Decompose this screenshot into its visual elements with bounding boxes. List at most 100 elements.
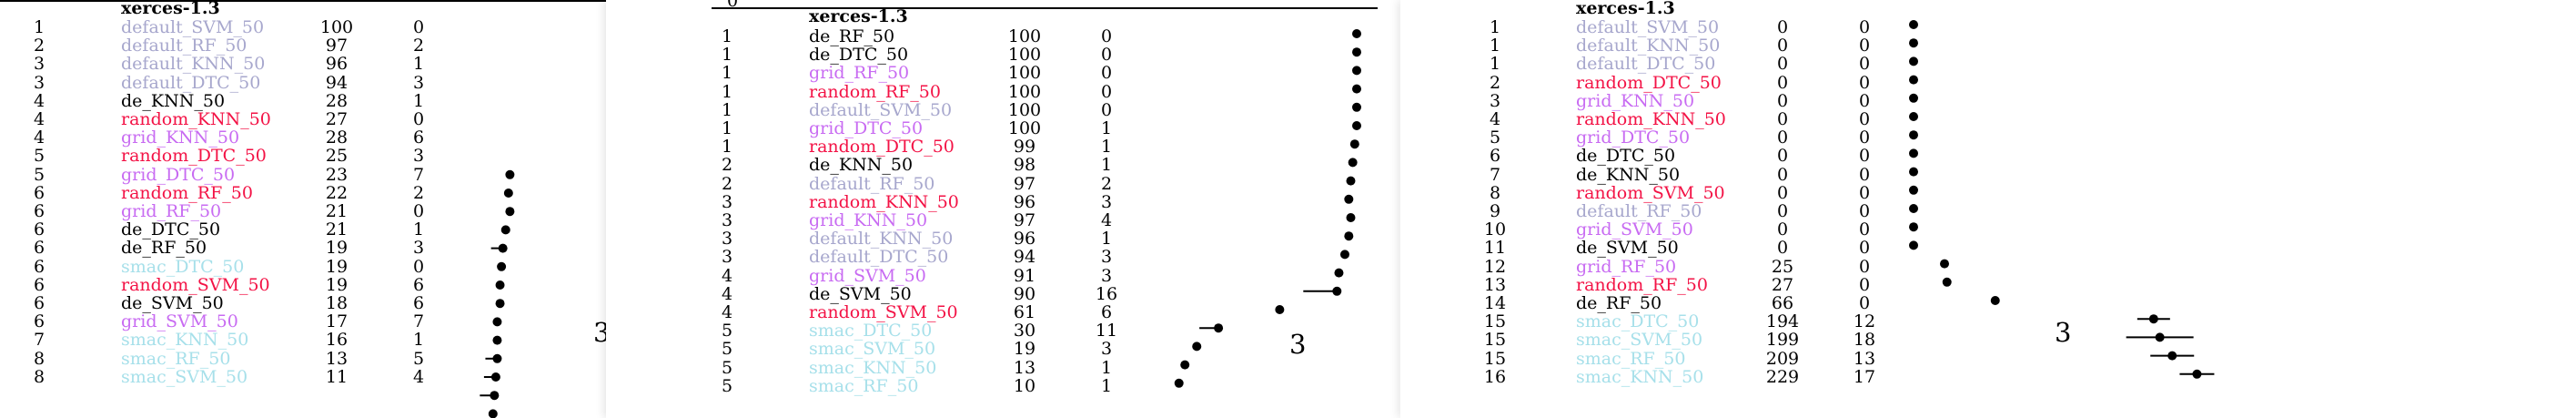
data-point — [1174, 378, 1184, 388]
rank-cell: 6 — [33, 201, 45, 221]
model-name-cell: default_KNN_50 — [121, 54, 266, 75]
model-name-cell: random_KNN_50 — [809, 191, 959, 212]
data-point — [1352, 102, 1361, 112]
value-cell: 0 — [1776, 182, 1789, 203]
value-cell: 0 — [1776, 238, 1789, 259]
data-point — [1990, 296, 2000, 305]
rank-cell: 6 — [33, 311, 45, 332]
change-cell: 1 — [1100, 137, 1113, 158]
model-name-cell: smac_DTC_50 — [121, 256, 245, 277]
value-cell: 97 — [1013, 210, 1036, 230]
value-cell: 21 — [325, 201, 349, 221]
value-cell: 0 — [1776, 54, 1789, 75]
data-point — [503, 189, 513, 198]
data-point — [1192, 342, 1202, 352]
panel-annotation: 3 — [1289, 329, 1307, 360]
table-top-rule — [712, 7, 1378, 9]
rank-cell: 3 — [721, 191, 733, 212]
change-cell: 0 — [1858, 182, 1871, 203]
data-point — [1344, 231, 1354, 241]
data-point — [1352, 121, 1361, 130]
value-cell: 90 — [1013, 283, 1036, 304]
change-cell: 18 — [1853, 330, 1876, 351]
change-cell: 16 — [1095, 283, 1118, 304]
change-cell: 0 — [1858, 90, 1871, 111]
rank-cell: 2 — [33, 36, 45, 56]
change-cell: 4 — [412, 366, 425, 387]
rank-cell: 5 — [33, 146, 45, 167]
change-cell: 11 — [1095, 321, 1118, 342]
change-cell: 0 — [1858, 219, 1871, 240]
rank-cell: 1 — [721, 26, 733, 46]
change-cell: 0 — [412, 17, 425, 37]
data-point — [1352, 66, 1361, 76]
data-point — [492, 353, 502, 363]
model-name-cell: default_RF_50 — [809, 173, 935, 194]
rank-cell: 3 — [1489, 90, 1501, 111]
rank-cell: 1 — [1489, 17, 1501, 37]
value-cell: 0 — [1776, 109, 1789, 129]
value-cell: 97 — [1013, 173, 1036, 194]
rank-cell: 1 — [721, 118, 733, 138]
value-cell: 209 — [1765, 348, 1800, 369]
data-point — [1180, 360, 1190, 370]
rank-cell: 12 — [1483, 256, 1507, 277]
rank-cell: 6 — [33, 182, 45, 203]
model-name-cell: grid_SVM_50 — [121, 311, 238, 332]
data-point — [1940, 259, 1949, 269]
data-point — [1344, 194, 1354, 204]
rank-cell: 3 — [33, 54, 45, 75]
rank-cell: 15 — [1483, 311, 1507, 332]
model-name-cell: de_SVM_50 — [809, 283, 912, 304]
data-point — [490, 372, 500, 382]
rank-cell: 6 — [33, 219, 45, 240]
data-point — [1275, 305, 1285, 314]
value-cell: 96 — [1013, 229, 1036, 250]
model-name-cell: smac_DTC_50 — [809, 321, 933, 342]
model-name-cell: smac_SVM_50 — [809, 339, 936, 360]
model-name-cell: de_DTC_50 — [121, 219, 221, 240]
rank-cell: 3 — [33, 72, 45, 93]
model-name-cell: smac_DTC_50 — [1576, 311, 1700, 332]
model-name-cell: grid_SVM_50 — [1576, 219, 1693, 240]
change-cell: 3 — [412, 146, 425, 167]
model-name-cell: grid_KNN_50 — [121, 127, 240, 148]
change-cell: 0 — [1858, 36, 1871, 56]
model-name-cell: smac_KNN_50 — [809, 357, 937, 378]
data-point — [1352, 47, 1361, 57]
model-name-cell: de_SVM_50 — [121, 293, 224, 313]
rank-cell: 4 — [721, 283, 733, 304]
model-name-cell: smac_KNN_50 — [1576, 366, 1704, 387]
data-point — [1346, 213, 1356, 222]
change-cell: 7 — [412, 164, 425, 185]
data-point — [1909, 75, 1918, 85]
change-cell: 13 — [1853, 348, 1876, 369]
value-cell: 91 — [1013, 265, 1036, 286]
change-cell: 2 — [1100, 173, 1113, 194]
change-cell: 5 — [412, 348, 425, 369]
change-cell: 1 — [1100, 229, 1113, 250]
dot-plot — [480, 169, 515, 418]
middle-results-panel: 0 xerces-1.3 3 1 de_RF_50 100 0 1 de_DTC_50 10… — [606, 0, 1400, 418]
value-cell: 27 — [325, 109, 349, 129]
model-name-cell: de_KNN_50 — [121, 90, 226, 111]
rank-cell: 1 — [721, 45, 733, 66]
value-cell: 66 — [1771, 293, 1794, 313]
model-name-cell: smac_KNN_50 — [121, 330, 249, 351]
model-name-cell: de_KNN_50 — [1576, 164, 1681, 185]
rank-cell: 2 — [721, 155, 733, 176]
change-cell: 1 — [1100, 155, 1113, 176]
data-point — [1942, 277, 1952, 287]
model-name-cell: grid_RF_50 — [1576, 256, 1677, 277]
value-cell: 11 — [325, 366, 349, 387]
rank-cell: 7 — [1489, 164, 1501, 185]
value-cell: 22 — [325, 182, 349, 203]
rank-cell: 6 — [33, 293, 45, 313]
rank-cell: 1 — [1489, 54, 1501, 75]
table-top-rule — [0, 0, 606, 2]
data-point — [495, 280, 505, 290]
change-cell: 0 — [1858, 201, 1871, 221]
value-cell: 0 — [1776, 36, 1789, 56]
data-point — [2167, 351, 2177, 361]
model-name-cell: random_KNN_50 — [121, 109, 271, 129]
